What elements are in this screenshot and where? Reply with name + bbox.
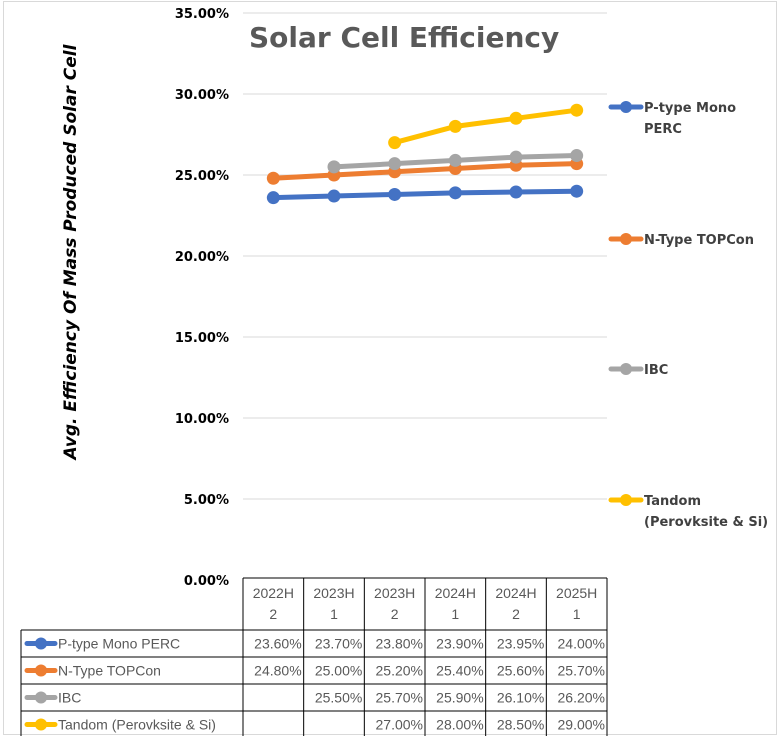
y-tick-label: 0.00% [184, 574, 229, 589]
table-cell-value: 23.80% [376, 636, 423, 652]
category-label: 1 [330, 606, 338, 622]
series-line [392, 107, 580, 146]
table-cell-value: 25.60% [497, 663, 544, 679]
category-label: 2 [391, 606, 399, 622]
category-label: 2024H [435, 585, 476, 601]
y-tick-label: 15.00% [175, 331, 229, 346]
table-cell-value: 26.10% [497, 690, 544, 706]
data-point [448, 186, 462, 200]
category-label: 2023H [374, 585, 415, 601]
chart-area: 0.00% 5.00% 10.00% 15.00% 20.00% 25.00% 30.00%… [3, 1, 777, 736]
table-row-label: Tandom (Perovksite & Si) [58, 717, 216, 733]
table-row-label: P-type Mono PERC [58, 636, 180, 652]
category-label: 2022H [253, 585, 294, 601]
data-point [327, 160, 341, 174]
legend-marker-point [620, 101, 632, 113]
table-row-label: IBC [58, 690, 81, 706]
table-cell-value: 29.00% [558, 717, 605, 733]
data-point [509, 185, 523, 199]
table-cell-value: 28.00% [436, 717, 483, 733]
data-point [388, 136, 402, 150]
table-cell-value: 23.60% [254, 636, 301, 652]
category-label: 2 [512, 606, 520, 622]
legend-label: P-type Mono [644, 101, 736, 116]
data-point [570, 149, 584, 163]
legend: P-type Mono PERC N-Type TOPCon IBC Tandom (Pe… [608, 101, 768, 530]
category-label: 1 [451, 606, 459, 622]
data-table: 2022H 2 2023H 1 2023H 2 2024H 1 2024H 2 2025H 1 P-ty… [20, 577, 608, 736]
gridlines [243, 12, 607, 500]
legend-label: Tandom [644, 494, 701, 509]
category-label: 2024H [495, 585, 536, 601]
y-axis-ticks: 0.00% 5.00% 10.00% 15.00% 20.00% 25.00% 30.00%… [175, 7, 229, 589]
table-cell-value: 25.00% [315, 663, 362, 679]
series-line [270, 188, 580, 201]
legend-label: IBC [644, 363, 668, 378]
table-cell-value: 23.90% [436, 636, 483, 652]
table-cell-value: 25.90% [436, 690, 483, 706]
legend-label: PERC [644, 122, 682, 137]
data-point [570, 103, 584, 117]
y-tick-label: 5.00% [184, 493, 229, 508]
table-cell-value: 25.70% [376, 690, 423, 706]
data-point [448, 119, 462, 133]
table-cell-value: 23.95% [497, 636, 544, 652]
y-tick-label: 30.00% [175, 88, 229, 103]
chart-canvas: 0.00% 5.00% 10.00% 15.00% 20.00% 25.00% 30.00%… [20, 7, 768, 736]
y-tick-label: 10.00% [175, 412, 229, 427]
legend-marker-point [620, 494, 632, 506]
series-line [270, 161, 580, 181]
table-cell-value: 25.20% [376, 663, 423, 679]
chart-title: Solar Cell Efficiency [249, 21, 559, 54]
data-point [266, 171, 280, 185]
data-point [448, 153, 462, 167]
table-cell-value: 26.20% [558, 690, 605, 706]
data-point [327, 189, 341, 203]
table-legend-marker-point [35, 637, 47, 650]
table-cell-value: 24.00% [558, 636, 605, 652]
table-legend-marker-point [35, 691, 47, 704]
y-tick-label: 25.00% [175, 169, 229, 184]
table-cell-value: 24.80% [254, 663, 301, 679]
table-cell-value: 25.70% [558, 663, 605, 679]
series-lines [266, 103, 584, 205]
table-cell-value: 28.50% [497, 717, 544, 733]
y-tick-label: 35.00% [175, 7, 229, 22]
category-label: 2025H [556, 585, 597, 601]
table-cell-value: 25.50% [315, 690, 362, 706]
table-cell-value: 27.00% [376, 717, 423, 733]
table-row-label: N-Type TOPCon [58, 663, 161, 679]
y-axis-label: Avg. Efficiency Of Mass Produced Solar C… [61, 43, 81, 461]
legend-label: (Perovksite & Si) [644, 515, 768, 530]
legend-marker-point [620, 233, 632, 245]
table-cell-value: 23.70% [315, 636, 362, 652]
category-label: 2 [269, 606, 277, 622]
legend-marker-point [620, 363, 632, 375]
data-point [509, 150, 523, 164]
data-point [509, 111, 523, 125]
legend-label: N-Type TOPCon [644, 233, 754, 248]
table-legend-marker-point [35, 664, 47, 677]
category-label: 2023H [313, 585, 354, 601]
data-point [570, 184, 584, 198]
data-point [388, 157, 402, 171]
table-legend-marker-point [35, 718, 47, 731]
data-point [266, 191, 280, 205]
table-cell-value: 25.40% [436, 663, 483, 679]
category-label: 1 [573, 606, 581, 622]
y-tick-label: 20.00% [175, 250, 229, 265]
data-point [388, 187, 402, 201]
